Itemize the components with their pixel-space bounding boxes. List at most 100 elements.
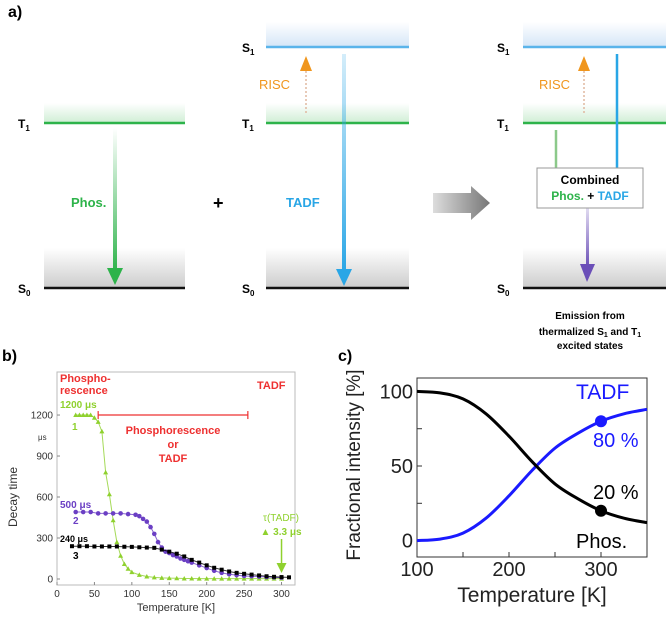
risc-label: RISC: [259, 77, 290, 92]
series-1-point: [95, 419, 101, 424]
caption-line-1: Emission from: [555, 311, 625, 322]
panel-c: c) 100 200 300 0 50 100 Fractional intensity …: [338, 348, 648, 607]
series-2-point: [181, 557, 187, 563]
t1-label: T1: [242, 117, 254, 133]
phos-series-name: Phos.: [576, 531, 627, 553]
x-tick-label: 50: [89, 589, 101, 600]
range-bracket: [97, 411, 249, 420]
t1-band: [266, 103, 409, 123]
y-axis-label: Decay time: [6, 467, 20, 527]
series-2-point: [144, 519, 150, 524]
series-3-point: [197, 560, 202, 565]
series-3-point: [174, 551, 179, 556]
panel-b-label: b): [2, 348, 17, 365]
series-1-point: [103, 469, 109, 475]
s0-label: S0: [242, 282, 255, 298]
series-1-point: [84, 412, 90, 418]
y-tick-label: 900: [36, 452, 53, 463]
series-1-point: [88, 412, 94, 418]
y-tick-label: 0: [47, 574, 53, 585]
panel-a-label: a): [8, 4, 22, 21]
series-3-point: [264, 574, 269, 579]
series-2-point: [155, 539, 161, 545]
caption-line-3: excited states: [557, 341, 624, 352]
series-3-point: [257, 573, 262, 578]
y-tick-label: 300: [36, 534, 53, 545]
series-1-point: [211, 576, 217, 581]
s0-band: [266, 248, 409, 288]
phospho-label-1: Phospho-: [60, 373, 111, 385]
series-1-point: [136, 572, 142, 577]
series-group: [416, 389, 648, 543]
diagram-phosphorescence: T1 S0 Phos.: [18, 103, 185, 298]
diagram-tadf: S1 T1 S0 RISC TADF: [242, 22, 409, 298]
panel-a: a) T1 S0 Phos. + S1 T1: [8, 4, 666, 352]
series-1-point: [99, 428, 105, 434]
x-tick-label: 150: [161, 589, 178, 600]
series-3-point: [77, 544, 82, 549]
y-axis-unit: μs: [38, 433, 47, 442]
phos-arrowhead-icon: [107, 268, 123, 285]
tau-arrow: [276, 539, 287, 573]
combined-title: Combined: [561, 173, 620, 187]
tadf-series-name: TADF: [576, 381, 629, 404]
middle-label-2: or: [168, 439, 180, 451]
series-2-point: [103, 511, 108, 516]
series-3-point: [249, 572, 254, 577]
tadf-arrow: [342, 54, 346, 274]
plot-frame: [416, 377, 648, 558]
series-1-point: [226, 576, 232, 581]
plot-frame: [56, 371, 296, 586]
series-3-point: [114, 544, 119, 549]
series-1-point: [204, 576, 210, 581]
series-tadf-line: [416, 407, 648, 543]
series-1-point: [234, 576, 240, 581]
t1-band: [523, 103, 666, 123]
series-1-point: [166, 575, 172, 581]
series-2-point: [137, 513, 142, 519]
series-1-point: [106, 491, 112, 497]
series-2-point: [95, 511, 101, 516]
series-1-point: [118, 553, 124, 558]
tadf-label: TADF: [286, 195, 320, 210]
y-tick-label: 0: [402, 531, 413, 553]
series-1-point: [196, 576, 202, 581]
series-2-point: [73, 509, 79, 515]
series-1-point: [241, 576, 247, 581]
x-tick-label: 200: [198, 589, 215, 600]
t1-band: [44, 103, 185, 123]
x-axis-label: Temperature [K]: [137, 602, 215, 614]
phos-label: Phos.: [71, 195, 106, 210]
series-2-fit-line: [75, 511, 282, 579]
series-1-point: [121, 561, 127, 566]
panel-b: b) 0 50 100 150 200 250 300 0 300 600 900 1200 Deca…: [2, 348, 302, 614]
series-3-point: [219, 567, 224, 572]
combined-arrowhead-icon: [580, 264, 595, 282]
phos-highlight-label: 20 %: [593, 482, 639, 504]
plus-sign: +: [213, 193, 224, 213]
risc-label: RISC: [539, 77, 570, 92]
series-2-point: [80, 509, 86, 515]
s1-label: S1: [242, 41, 255, 57]
series-3-point: [189, 557, 194, 562]
combined-emission-arrow: [586, 208, 589, 268]
y-tick-label: 50: [391, 456, 413, 478]
diagram-combined: Combined Phos. + TADF S1 T1 S0 RISC Emis…: [497, 22, 666, 352]
series-2-point: [133, 512, 138, 518]
series-1-point: [91, 415, 97, 420]
x-tick-label: 100: [123, 589, 140, 600]
series-3-value: 240 μs: [60, 534, 88, 544]
phospho-label-2: rescence: [60, 385, 108, 397]
series-tadf-highlight-point: [595, 415, 607, 428]
series-1-point: [76, 412, 82, 418]
panel-c-label: c): [338, 348, 352, 365]
x-tick-label: 250: [236, 589, 253, 600]
x-tick-label: 200: [492, 559, 525, 581]
series-2-point: [151, 531, 157, 537]
series-1-point: [151, 574, 157, 580]
series-3-point: [99, 544, 104, 549]
series-1-point: [125, 566, 131, 571]
series-3-point: [272, 574, 277, 579]
series-2-point: [110, 511, 116, 516]
